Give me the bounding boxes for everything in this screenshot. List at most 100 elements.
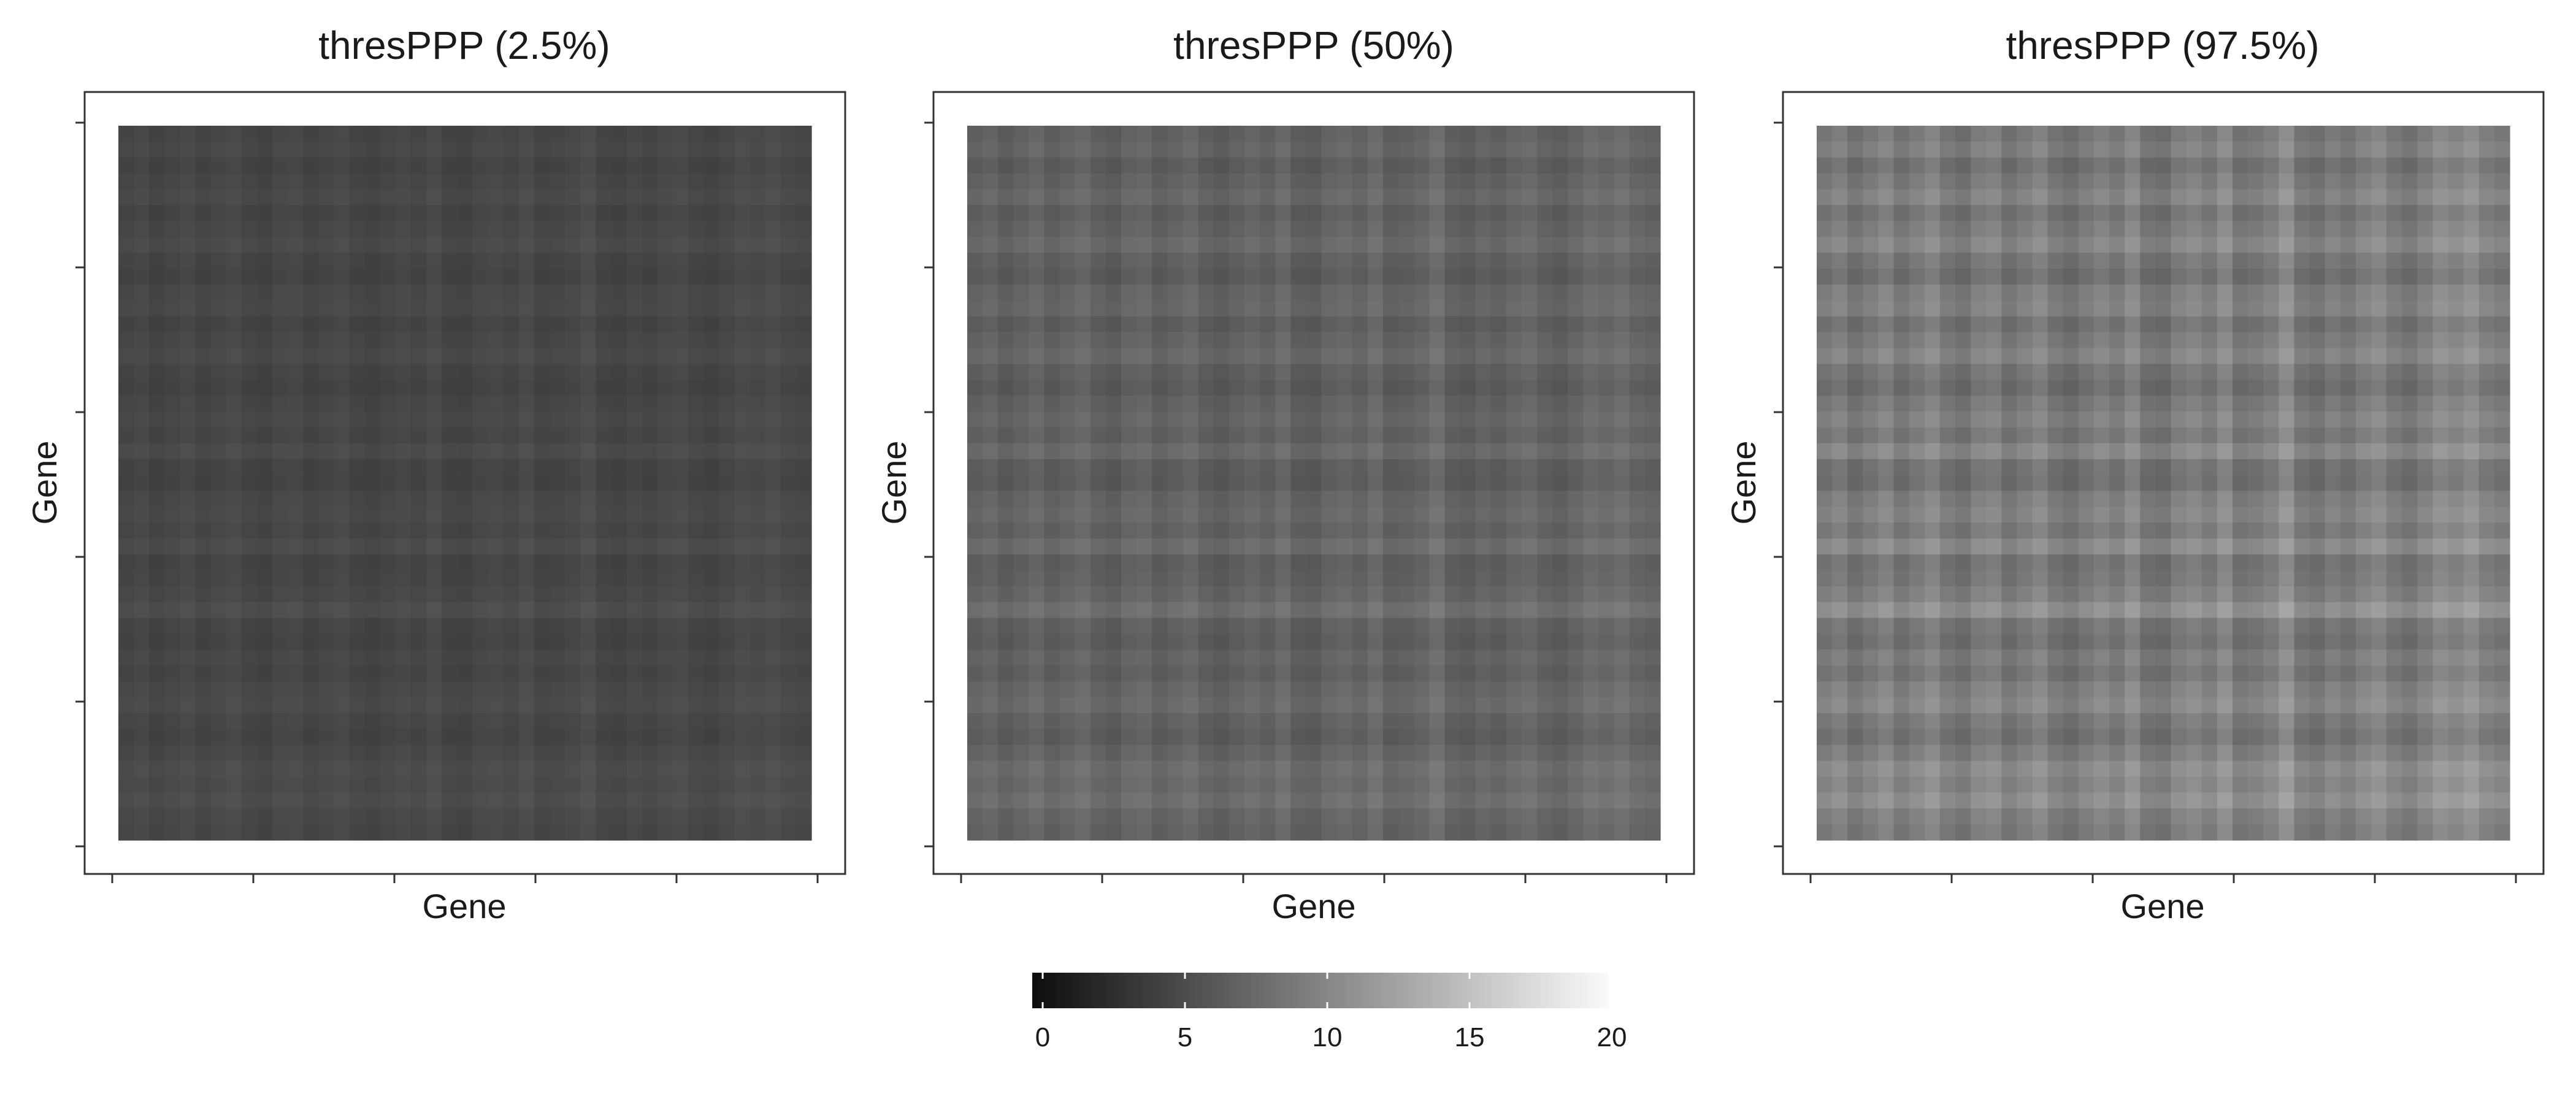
heatmap-cell [457,729,473,745]
heatmap-cell [2171,380,2187,396]
heatmap-cell [1198,126,1214,142]
heatmap-cell [1568,824,1584,840]
heatmap-cell [2294,142,2310,158]
heatmap-cell [1106,745,1122,761]
heatmap-cell [1244,618,1260,634]
heatmap-cell [750,253,766,269]
heatmap-cell [580,776,596,792]
heatmap-cell [765,776,781,792]
heatmap-cell [1630,221,1646,237]
heatmap-cell [2217,427,2233,443]
heatmap-cell [1878,427,1894,443]
heatmap-cell [504,348,519,364]
heatmap-cell [303,158,319,174]
heatmap-cell [196,332,212,348]
heatmap-cell [1306,713,1322,729]
heatmap-cell [627,538,643,554]
heatmap-cell [2464,205,2480,221]
heatmap-cell [1476,713,1492,729]
heatmap-cell [2356,190,2372,205]
heatmap-cell [1847,443,1863,459]
heatmap-cell [657,126,673,142]
heatmap-cell [1368,634,1384,649]
heatmap-cell [1275,618,1291,634]
heatmap-cell [442,538,458,554]
heatmap-cell [519,316,535,332]
heatmap-cell [719,665,735,681]
heatmap-cell [1013,142,1029,158]
heatmap-cell [1152,126,1168,142]
heatmap-cell [164,634,180,649]
heatmap-cell [1322,364,1338,380]
heatmap-cell [488,396,504,412]
heatmap-cell [1075,221,1091,237]
heatmap-cell [719,348,735,364]
heatmap-cell [611,253,627,269]
heatmap-cell [1522,475,1538,491]
heatmap-cell [1847,332,1863,348]
heatmap-cell [1522,364,1538,380]
heatmap-cell [1368,776,1384,792]
heatmap-cell [134,396,150,412]
heatmap-cell [2310,158,2326,174]
heatmap-cell [1368,507,1384,523]
heatmap-cell [149,427,165,443]
heatmap-cell [149,237,165,253]
heatmap-cell [1476,523,1492,538]
heatmap-cell [2432,142,2448,158]
heatmap-cell [2048,158,2064,174]
heatmap-cell [488,158,504,174]
heatmap-cell [2109,316,2125,332]
heatmap-cell [719,776,735,792]
heatmap-cell [380,396,396,412]
heatmap-cell [983,459,999,475]
heatmap-cell [1599,491,1615,507]
heatmap-cell [1599,697,1615,713]
heatmap-cell [211,491,227,507]
heatmap-cell [1322,761,1338,777]
heatmap-cell [1414,697,1430,713]
heatmap-cell [1045,174,1060,190]
heatmap-cell [1476,729,1492,745]
panel-title-3: thresPPP (97.5%) [2006,23,2319,67]
heatmap-cell [719,126,735,142]
heatmap-cell [1029,142,1045,158]
heatmap-cell [365,396,381,412]
heatmap-cell [596,729,611,745]
heatmap-cell [2109,348,2125,364]
heatmap-cell [442,174,458,190]
heatmap-cell [118,443,134,459]
heatmap-cell [983,729,999,745]
heatmap-cell [118,491,134,507]
heatmap-cell [396,761,412,777]
heatmap-cell [1368,380,1384,396]
heatmap-cell [488,713,504,729]
heatmap-cell [1832,205,1848,221]
heatmap-cell [1537,443,1553,459]
heatmap-cell [1599,761,1615,777]
heatmap-cell [796,301,812,316]
heatmap-cell [380,570,396,586]
heatmap-cell [1029,427,1045,443]
heatmap-cell [1075,380,1091,396]
heatmap-cell [1909,412,1925,427]
heatmap-cell [1414,142,1430,158]
heatmap-cell [1198,142,1214,158]
heatmap-cell [2386,285,2402,301]
heatmap-cell [365,364,381,380]
heatmap-cell [719,427,735,443]
heatmap-cell [765,285,781,301]
heatmap-cell [318,126,334,142]
heatmap-cell [1137,665,1152,681]
heatmap-cell [1925,412,1941,427]
heatmap-cell [1847,190,1863,205]
heatmap-cell [1029,697,1045,713]
heatmap-cell [983,126,999,142]
heatmap-cell [1398,269,1414,285]
heatmap-cell [627,443,643,459]
heatmap-cell [611,412,627,427]
heatmap-cell [288,808,304,824]
heatmap-cell [2417,253,2433,269]
heatmap-cell [118,681,134,697]
heatmap-cell [1368,824,1384,840]
